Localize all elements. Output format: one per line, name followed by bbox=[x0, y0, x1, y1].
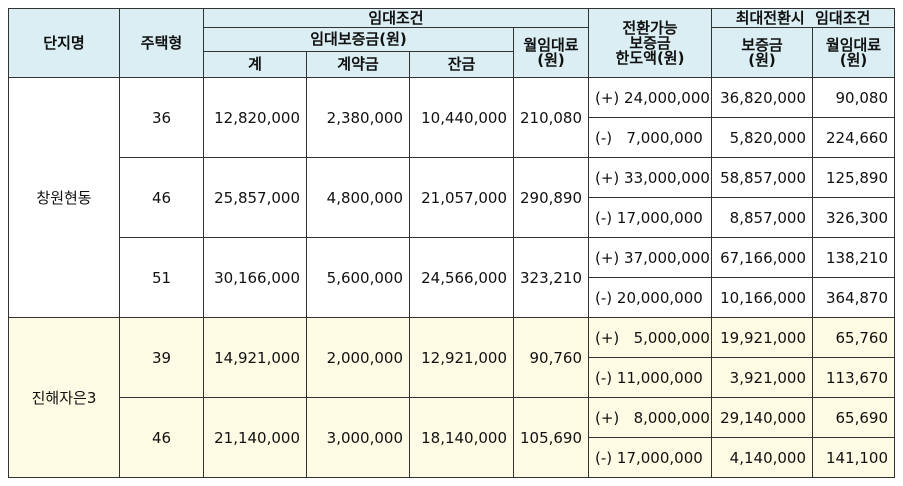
table-row: (-) 7,000,000 5,820,000 224,660 bbox=[9, 117, 896, 158]
rental-table-container: 단지명 주택형 임대조건 전환가능 보증금 한도액(원) 최대전환시 임대조건 … bbox=[8, 8, 896, 478]
header-max-conversion: 최대전환시 임대조건 bbox=[711, 8, 896, 28]
deposit-balance: 21,057,000 bbox=[409, 157, 514, 238]
table-row: 창원현동 36 12,820,000 2,380,000 10,440,000 210,0… bbox=[8, 77, 896, 318]
deposit-total: 12,820,000 bbox=[203, 77, 307, 158]
conversion-limit: (+) 8,000,000 bbox=[588, 397, 713, 438]
max-deposit: 3,921,000 bbox=[711, 357, 814, 398]
table-row: 51 30,166,000 5,600,000 24,566,000 323,210 (+… bbox=[9, 237, 896, 318]
max-deposit: 29,140,000 bbox=[711, 397, 814, 438]
max-rent: 224,660 bbox=[812, 117, 896, 158]
max-deposit: 4,140,000 bbox=[711, 437, 814, 478]
conversion-limit: (-) 17,000,000 bbox=[588, 197, 713, 238]
header-complex: 단지명 bbox=[8, 8, 120, 78]
header-rental-conditions: 임대조건 bbox=[202, 8, 590, 28]
table-row: 46 25,857,000 4,800,000 21,057,000 290,890 (+… bbox=[9, 157, 896, 238]
max-rent: 65,760 bbox=[812, 317, 896, 358]
table-row: (-) 20,000,000 10,166,000 364,870 bbox=[9, 277, 896, 318]
max-deposit: 19,921,000 bbox=[711, 317, 814, 358]
monthly-rent: 210,080 bbox=[512, 77, 590, 158]
conversion-limit: (-) 11,000,000 bbox=[588, 357, 713, 398]
table-row: 진해자은3 39 14,921,000 2,000,000 12,921,000 90,7… bbox=[8, 317, 896, 478]
unit-type: 39 bbox=[119, 317, 204, 398]
header-monthly-rent: 월임대료 (원) bbox=[512, 27, 590, 78]
table-row: (-) 17,000,000 4,140,000 141,100 bbox=[9, 437, 896, 478]
unit-type: 46 bbox=[119, 157, 204, 238]
deposit-total: 30,166,000 bbox=[203, 237, 307, 318]
deposit-balance: 10,440,000 bbox=[409, 77, 514, 158]
max-rent: 90,080 bbox=[812, 77, 896, 118]
conversion-limit: (+) 24,000,000 bbox=[588, 77, 713, 118]
deposit-balance: 18,140,000 bbox=[409, 397, 514, 478]
deposit-total: 25,857,000 bbox=[203, 157, 307, 238]
table-row: (-) 11,000,000 3,921,000 113,670 bbox=[9, 357, 896, 398]
max-deposit: 58,857,000 bbox=[711, 157, 814, 198]
max-deposit: 67,166,000 bbox=[711, 237, 814, 278]
table-body: 창원현동 36 12,820,000 2,380,000 10,440,000 210,0… bbox=[8, 77, 896, 478]
header-balance: 잔금 bbox=[409, 51, 514, 78]
conversion-limit: (+) 5,000,000 bbox=[588, 317, 713, 358]
max-rent: 326,300 bbox=[812, 197, 896, 238]
max-rent: 141,100 bbox=[812, 437, 896, 478]
deposit-contract: 4,800,000 bbox=[306, 157, 410, 238]
conversion-limit: (+) 37,000,000 bbox=[588, 237, 713, 278]
header-convertible-deposit-limit: 전환가능 보증금 한도액(원) bbox=[588, 8, 713, 78]
max-deposit: 8,857,000 bbox=[711, 197, 814, 238]
header-contract: 계약금 bbox=[306, 51, 410, 78]
max-deposit: 5,820,000 bbox=[711, 117, 814, 158]
complex-name: 창원현동 bbox=[8, 77, 120, 318]
max-rent: 125,890 bbox=[812, 157, 896, 198]
table-row: 46 21,140,000 3,000,000 18,140,000 105,690 (+… bbox=[9, 397, 896, 478]
monthly-rent: 105,690 bbox=[512, 397, 590, 478]
conversion-limit: (-) 17,000,000 bbox=[588, 437, 713, 478]
deposit-contract: 2,380,000 bbox=[306, 77, 410, 158]
deposit-contract: 3,000,000 bbox=[306, 397, 410, 478]
monthly-rent: 323,210 bbox=[512, 237, 590, 318]
conversion-limit: (+) 33,000,000 bbox=[588, 157, 713, 198]
unit-type: 36 bbox=[119, 77, 204, 158]
max-rent: 113,670 bbox=[812, 357, 896, 398]
max-rent: 65,690 bbox=[812, 397, 896, 438]
rental-conditions-table: 단지명 주택형 임대조건 전환가능 보증금 한도액(원) 최대전환시 임대조건 … bbox=[8, 8, 896, 478]
deposit-total: 21,140,000 bbox=[203, 397, 307, 478]
monthly-rent: 290,890 bbox=[512, 157, 590, 238]
header-unit-type: 주택형 bbox=[119, 8, 204, 78]
conversion-limit: (-) 20,000,000 bbox=[588, 277, 713, 318]
max-rent: 364,870 bbox=[812, 277, 896, 318]
header-max-deposit: 보증금 (원) bbox=[711, 27, 814, 78]
deposit-balance: 12,921,000 bbox=[409, 317, 514, 398]
max-deposit: 36,820,000 bbox=[711, 77, 814, 118]
unit-type: 46 bbox=[119, 397, 204, 478]
monthly-rent: 90,760 bbox=[512, 317, 590, 398]
deposit-total: 14,921,000 bbox=[203, 317, 307, 398]
deposit-balance: 24,566,000 bbox=[409, 237, 514, 318]
conversion-limit: (-) 7,000,000 bbox=[588, 117, 713, 158]
unit-type: 51 bbox=[119, 237, 204, 318]
complex-name: 진해자은3 bbox=[8, 317, 120, 478]
header-total: 계 bbox=[203, 51, 307, 78]
header-deposit: 임대보증금(원) bbox=[203, 27, 514, 52]
header-max-rent: 월임대료 (원) bbox=[812, 27, 896, 78]
deposit-contract: 5,600,000 bbox=[306, 237, 410, 318]
deposit-contract: 2,000,000 bbox=[306, 317, 410, 398]
max-deposit: 10,166,000 bbox=[711, 277, 814, 318]
table-row: (-) 17,000,000 8,857,000 326,300 bbox=[9, 197, 896, 238]
max-rent: 138,210 bbox=[812, 237, 896, 278]
